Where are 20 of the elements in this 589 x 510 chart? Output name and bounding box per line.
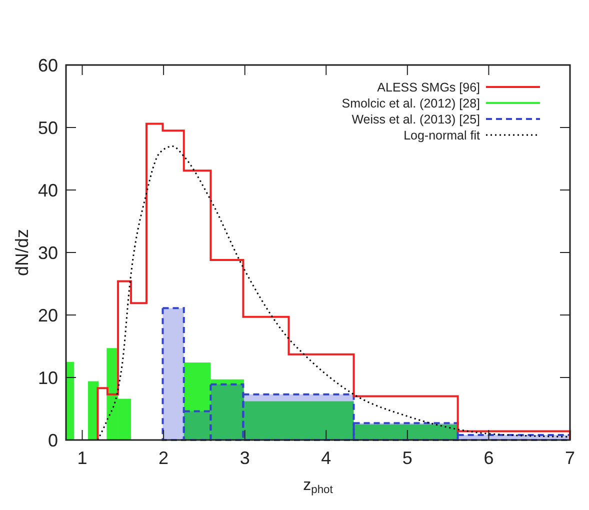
y-tick-label: 10 [38,368,58,388]
y-tick-label: 60 [38,55,58,76]
y-tick-label: 0 [48,430,58,450]
y-tick-label: 20 [38,305,58,326]
x-axis-title: z$_{phot}$ [303,477,334,496]
legend-label: ALESS SMGs [96] [377,80,480,94]
x-tick-label: 3 [240,448,250,468]
y-axis-title: dN/dz [12,228,32,276]
y-tick-label: 50 [38,118,58,138]
legend-label: Smolcic et al. (2012) [28] [342,96,480,110]
x-tick-label: 2 [158,448,169,468]
y-tick-label: 40 [38,180,58,200]
x-tick-label: 4 [321,448,332,468]
x-tick-label: 7 [564,448,576,468]
x-tick-label: 5 [402,448,412,468]
x-tick-label: 6 [484,448,494,468]
legend-label: Weiss et al. (2013) [25] [352,112,480,126]
y-tick-label: 30 [38,242,58,263]
x-tick-label: 1 [77,448,88,468]
legend-label: Log-normal fit [404,128,481,142]
